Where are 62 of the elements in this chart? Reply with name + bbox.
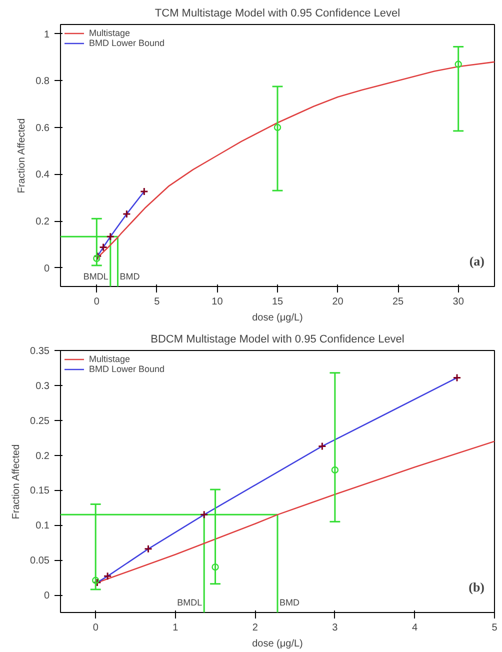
x-tick-label: 5 [154,296,160,308]
x-tick-label: 20 [332,296,344,308]
y-tick-label: 0.1 [36,520,50,532]
point [452,374,462,382]
point [140,187,148,196]
legend-label: Multistage [89,28,130,38]
x-axis-title: dose (μg/L) [252,312,303,324]
point [92,578,102,587]
x-tick-label: 15 [272,296,284,308]
ref-line-label: BMDL [83,271,108,282]
x-tick-label: 1 [172,622,179,634]
legend-label: BMD Lower Bound [89,38,165,48]
x-tick-label: 5 [492,622,498,634]
x-tick-label: 25 [392,296,404,308]
point [93,252,102,260]
y-tick-label: 0.35 [30,346,50,357]
chart-title: TCM Multistage Model with 0.95 Confidence Level [154,8,400,20]
ref-line-label: BMD [280,597,300,608]
chart-title: BDCM Multistage Model with 0.95 Confidence Level [150,334,404,346]
point [454,60,462,68]
x-tick-label: 0 [94,296,100,308]
y-tick-label: 0.2 [36,450,50,462]
point [122,210,131,218]
y-tick-label: 1 [44,29,50,40]
line-series [96,377,458,584]
point [274,124,282,132]
y-tick-label: 0.3 [36,380,50,392]
y-tick-label: 0 [44,590,50,602]
line-series [96,190,145,257]
y-axis-title: Fraction Affected [16,118,28,194]
point [212,563,219,571]
point [331,466,339,474]
legend-label: Multistage [89,354,130,364]
x-tick-label: 3 [332,622,338,634]
y-tick-label: 0 [44,263,50,274]
annotation: (a) [469,254,485,268]
ref-line-label: BMD [120,271,140,282]
y-tick-label: 0.15 [30,486,50,497]
annotation: (b) [468,580,484,594]
x-axis-title: dose (μg/L) [252,638,303,650]
ref-line-label: BMDL [177,597,202,608]
y-tick-label: 0.05 [30,556,50,567]
point [99,242,108,252]
x-tick-label: 0 [92,622,99,634]
y-axis-title: Fraction Affected [11,444,22,520]
point [103,572,112,580]
y-tick-label: 0.2 [36,216,50,228]
y-tick-label: 0.4 [36,170,50,181]
y-tick-label: 0.6 [36,122,50,134]
point [144,544,153,554]
point [106,232,115,241]
y-tick-label: 0.25 [30,416,50,427]
point [200,510,208,519]
point [318,442,326,450]
x-tick-label: 4 [412,622,418,634]
legend-label: BMD Lower Bound [89,364,165,374]
point [93,254,100,262]
point [92,576,100,584]
x-tick-label: 10 [212,296,224,308]
x-tick-label: 30 [452,296,464,308]
y-tick-label: 0.8 [36,76,50,88]
x-tick-label: 2 [252,622,258,634]
